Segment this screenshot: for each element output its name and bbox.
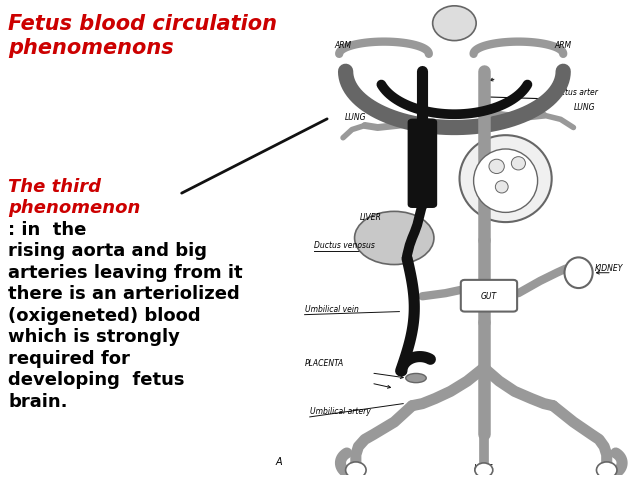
Text: Umbilical vein: Umbilical vein bbox=[305, 305, 358, 313]
Text: The third
phenomenon: The third phenomenon bbox=[8, 178, 140, 217]
Text: ARM: ARM bbox=[555, 41, 572, 50]
Ellipse shape bbox=[511, 156, 525, 170]
Text: GUT: GUT bbox=[481, 292, 497, 301]
FancyBboxPatch shape bbox=[408, 120, 436, 207]
Ellipse shape bbox=[474, 149, 538, 212]
Text: ARM: ARM bbox=[335, 41, 351, 50]
Text: Fetus blood circulation
phenomenons: Fetus blood circulation phenomenons bbox=[8, 14, 277, 58]
Circle shape bbox=[433, 6, 476, 41]
Text: Ductus arter: Ductus arter bbox=[550, 88, 598, 97]
Text: LEGS: LEGS bbox=[474, 464, 494, 473]
Text: Umbilical artery: Umbilical artery bbox=[310, 407, 371, 416]
Ellipse shape bbox=[406, 373, 426, 383]
Ellipse shape bbox=[460, 135, 552, 222]
Text: PLACENTA: PLACENTA bbox=[305, 359, 344, 368]
Ellipse shape bbox=[495, 180, 508, 193]
Text: : in  the
rising aorta and big
arteries leaving from it
there is an arteriolized: : in the rising aorta and big arteries l… bbox=[8, 178, 243, 410]
Ellipse shape bbox=[355, 211, 434, 264]
Text: KIDNEY: KIDNEY bbox=[595, 264, 623, 273]
Circle shape bbox=[475, 463, 493, 477]
Circle shape bbox=[346, 462, 366, 478]
FancyBboxPatch shape bbox=[461, 280, 517, 312]
Text: Ductus venosus: Ductus venosus bbox=[314, 241, 374, 250]
Ellipse shape bbox=[489, 159, 504, 174]
Ellipse shape bbox=[564, 257, 593, 288]
Text: LUNG: LUNG bbox=[345, 113, 367, 122]
Text: A: A bbox=[275, 457, 282, 467]
Text: HEAD: HEAD bbox=[444, 7, 465, 16]
Text: LIVER: LIVER bbox=[360, 213, 382, 222]
Circle shape bbox=[596, 462, 617, 478]
Text: LUNG: LUNG bbox=[573, 103, 595, 112]
